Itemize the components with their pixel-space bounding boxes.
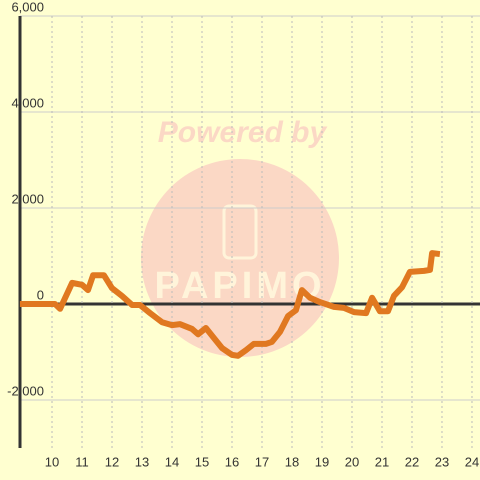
x-tick-label: 16 [225,454,239,469]
x-tick-label: 12 [105,454,119,469]
y-tick-label: 2,000 [11,191,44,206]
y-tick-label: -2,000 [7,383,44,398]
x-tick-label: 19 [315,454,329,469]
y-tick-label: 4,000 [11,95,44,110]
x-tick-label: 24 [465,454,479,469]
watermark-line2: PAPIMO [154,265,325,307]
x-tick-label: 15 [195,454,209,469]
x-tick-label: 14 [165,454,179,469]
y-tick-label: 0 [37,287,44,302]
x-tick-label: 18 [285,454,299,469]
x-tick-label: 11 [75,454,89,469]
x-tick-label: 10 [45,454,59,469]
watermark-icon [222,204,258,260]
watermark: Powered by PAPIMO [141,116,339,357]
x-tick-label: 20 [345,454,359,469]
x-tick-label: 21 [375,454,389,469]
data-line [19,250,441,359]
x-tick-label: 22 [405,454,419,469]
x-tick-label: 17 [255,454,269,469]
x-tick-label: 13 [135,454,149,469]
y-tick-label: 6,000 [11,0,44,14]
x-tick-label: 23 [435,454,449,469]
watermark-line1: Powered by [158,116,328,149]
